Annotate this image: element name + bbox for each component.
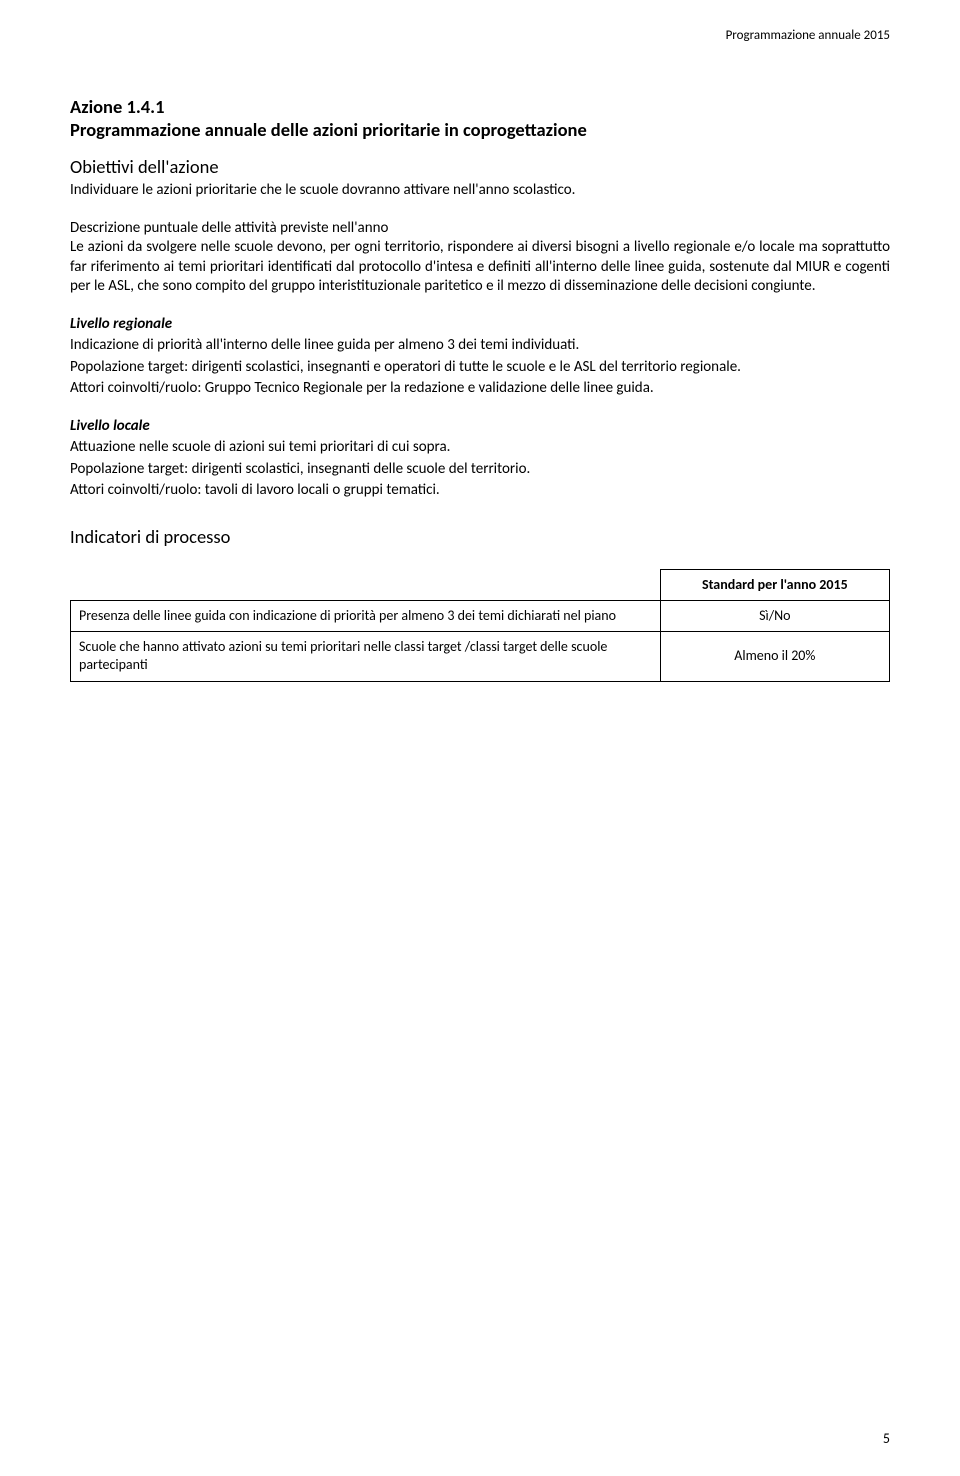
action-code: Azione 1.4.1: [70, 95, 890, 118]
locale-line1: Attuazione nelle scuole di azioni sui te…: [70, 438, 890, 458]
regionale-label: Livello regionale: [70, 315, 890, 335]
table-cell-value: Sì/No: [660, 601, 889, 632]
descrizione-body: Le azioni da svolgere nelle scuole devon…: [70, 238, 890, 297]
indicatori-table: Standard per l'anno 2015 Presenza delle …: [70, 569, 890, 682]
descrizione-block: Descrizione puntuale delle attività prev…: [70, 219, 890, 297]
table-cell-desc: Scuole che hanno attivato azioni su temi…: [71, 632, 661, 681]
document-content: Azione 1.4.1 Programmazione annuale dell…: [70, 95, 890, 682]
regionale-line1: Indicazione di priorità all'interno dell…: [70, 336, 890, 356]
table-header-row: Standard per l'anno 2015: [71, 569, 890, 600]
table-cell-desc: Presenza delle linee guida con indicazio…: [71, 601, 661, 632]
locale-line2: Popolazione target: dirigenti scolastici…: [70, 460, 890, 480]
table-row: Scuole che hanno attivato azioni su temi…: [71, 632, 890, 681]
descrizione-title: Descrizione puntuale delle attività prev…: [70, 219, 890, 239]
indicatori-title: Indicatori di processo: [70, 525, 890, 549]
table-cell-value: Almeno il 20%: [660, 632, 889, 681]
obiettivi-text: Individuare le azioni prioritarie che le…: [70, 181, 890, 201]
table-empty-header: [71, 569, 661, 600]
table-row: Presenza delle linee guida con indicazio…: [71, 601, 890, 632]
page-number: 5: [883, 1430, 890, 1448]
header-right-label: Programmazione annuale 2015: [726, 28, 890, 45]
locale-label: Livello locale: [70, 417, 890, 437]
action-title: Programmazione annuale delle azioni prio…: [70, 118, 890, 141]
locale-line3: Attori coinvolti/ruolo: tavoli di lavoro…: [70, 481, 890, 501]
regionale-line2: Popolazione target: dirigenti scolastici…: [70, 358, 890, 378]
table-header-standard: Standard per l'anno 2015: [660, 569, 889, 600]
locale-block: Livello locale Attuazione nelle scuole d…: [70, 417, 890, 501]
obiettivi-label: Obiettivi dell'azione: [70, 155, 890, 179]
regionale-line3: Attori coinvolti/ruolo: Gruppo Tecnico R…: [70, 379, 890, 399]
regionale-block: Livello regionale Indicazione di priorit…: [70, 315, 890, 399]
